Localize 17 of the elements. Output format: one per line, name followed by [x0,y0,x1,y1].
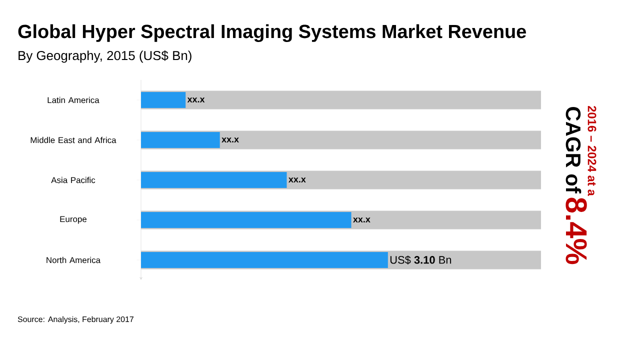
y-tick-label: Europe [60,216,86,224]
y-tick-label: Latin America [48,96,100,104]
y-tick-label: Asia Pacific [51,176,96,184]
y-tick-label: Middle East and Africa [30,136,116,144]
text: CAGR of [566,107,582,194]
text: 2016 – 2024 at a [588,106,596,196]
data-label: xx.x [288,178,306,182]
data-label: xx.x [187,98,205,102]
bar [141,92,186,108]
chart-subtitle: By Geography, 2015 (US$ Bn) [18,50,192,63]
data-label: xx.x [353,218,370,222]
y-tick-label: North America [46,256,101,264]
bar [141,132,220,148]
data-label: US$ 3.10 Bn [390,256,452,264]
text: 8.4% [566,198,587,264]
chart-title: Global Hyper Spectral Imaging Systems Market Revenue [18,24,526,42]
data-label: xx.x [222,138,239,142]
